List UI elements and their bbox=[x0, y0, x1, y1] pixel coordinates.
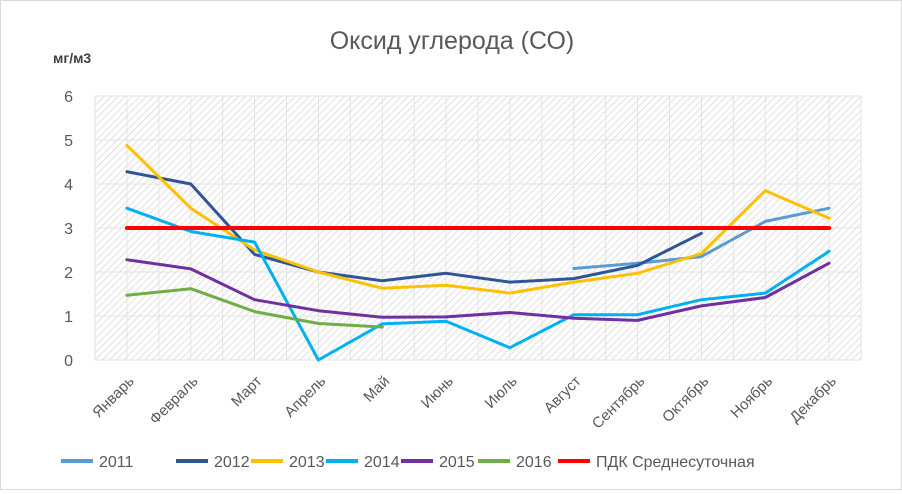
series-line-2012 bbox=[125, 170, 703, 284]
y-tick-label: 1 bbox=[64, 309, 73, 326]
series-line-2014 bbox=[125, 206, 831, 362]
y-tick-label: 6 bbox=[64, 89, 73, 106]
legend-label: 2016 bbox=[516, 454, 552, 471]
series-line-2016 bbox=[125, 287, 384, 329]
x-tick-label: Декабрь bbox=[787, 373, 841, 427]
y-tick-label: 3 bbox=[64, 221, 73, 238]
series-line-2011 bbox=[572, 206, 831, 270]
x-tick-label: Сентябрь bbox=[589, 373, 649, 433]
series-line-2013 bbox=[125, 143, 831, 295]
legend-label: 2014 bbox=[364, 454, 400, 471]
x-tick-label: Октябрь bbox=[659, 373, 712, 426]
y-axis-label: мг/м3 bbox=[53, 50, 91, 66]
series-line-2015 bbox=[125, 258, 831, 322]
legend-label: 2012 bbox=[214, 454, 250, 471]
legend-label: 2013 bbox=[289, 454, 325, 471]
x-tick-label: Февраль bbox=[146, 373, 201, 428]
y-tick-label: 4 bbox=[64, 177, 73, 194]
x-tick-label: Июль bbox=[482, 373, 521, 412]
x-tick-label: Август bbox=[541, 373, 585, 417]
y-tick-label: 2 bbox=[64, 265, 73, 282]
x-tick-label: Июнь bbox=[418, 373, 457, 412]
x-tick-label: Май bbox=[360, 373, 393, 406]
legend-label: 2011 bbox=[99, 454, 134, 471]
x-tick-label: Ноябрь bbox=[727, 373, 776, 422]
chart-title: Оксид углерода (СО) bbox=[330, 27, 575, 55]
x-tick-label: Март bbox=[228, 373, 265, 410]
y-tick-label: 5 bbox=[64, 133, 73, 150]
y-tick-label: 0 bbox=[64, 353, 73, 370]
legend-label: 2015 bbox=[439, 454, 475, 471]
x-tick-label: Апрель bbox=[281, 373, 329, 421]
x-tick-label: Январь bbox=[89, 373, 138, 422]
legend-label: ПДК Среднесуточная bbox=[596, 454, 755, 471]
